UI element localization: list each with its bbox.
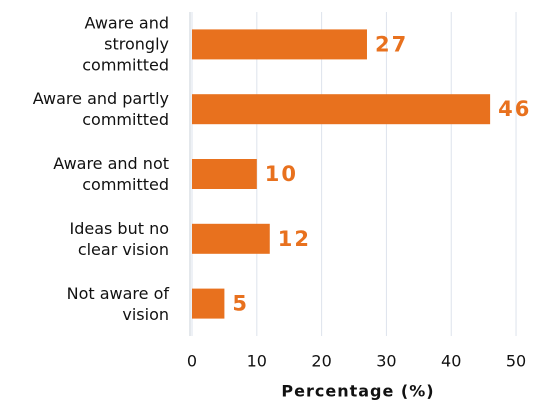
bar [192, 159, 257, 189]
bar [192, 94, 491, 125]
value-label: 10 [265, 162, 298, 186]
y-tick-label: Not aware of vision [66, 283, 169, 324]
bar [192, 288, 225, 319]
x-tick-label: 10 [247, 352, 267, 371]
bar [192, 223, 270, 254]
value-label: 46 [498, 97, 531, 121]
value-label: 12 [278, 227, 311, 251]
x-tick-label: 40 [441, 352, 461, 371]
value-label: 27 [375, 32, 408, 56]
x-tick-label: 20 [311, 352, 331, 371]
y-tick-label: Aware and partly committed [32, 89, 169, 130]
x-tick-label: 50 [506, 352, 526, 371]
bar [192, 29, 367, 60]
y-tick-label: Aware and strongly committed [82, 13, 169, 75]
x-tick-label: 0 [187, 352, 197, 371]
y-tick-label: Aware and not committed [53, 154, 169, 194]
x-tick-label: 30 [376, 352, 396, 371]
y-tick-label: Ideas but no clear vision [69, 218, 169, 259]
x-axis-label: Percentage (%) [281, 382, 434, 401]
value-label: 5 [232, 292, 249, 316]
